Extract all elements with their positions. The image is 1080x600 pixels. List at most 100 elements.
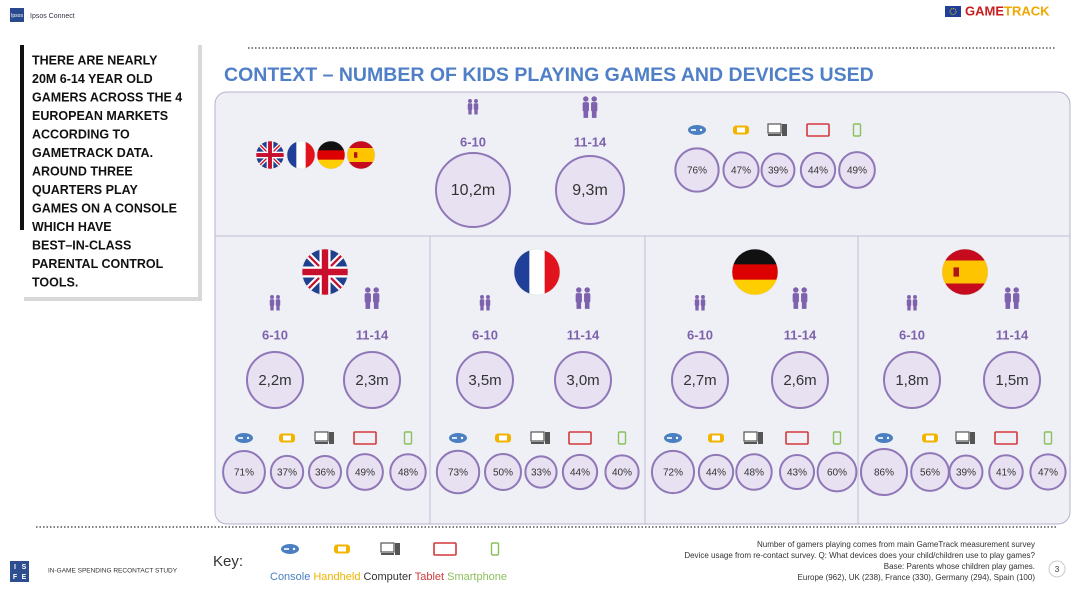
flag-band [287,141,297,169]
flag-emblem [354,152,358,158]
flag-body [732,249,778,295]
person-legs [913,305,917,311]
value-circle [307,454,343,490]
value-label: 48% [744,468,764,479]
flag-band [317,150,345,161]
value-label: 71% [234,468,254,479]
person-legs [793,301,799,309]
value-label: 3,5m [468,372,501,389]
person-body [575,293,582,303]
flag-rim [286,140,316,170]
flag-rim [255,140,285,170]
person-head [583,96,589,102]
age-label: 11-14 [356,327,389,342]
person-head [365,287,371,293]
value-label: 1,8m [895,372,928,389]
value-label: 36% [315,468,335,479]
value-circle [771,351,829,409]
flag-rim [316,140,346,170]
value-label: 10,2m [451,182,495,199]
person-legs [907,305,911,311]
value-label: 2,2m [258,372,291,389]
flag-rim [346,140,376,170]
value-label: 47% [1038,468,1058,479]
person-head [793,287,799,293]
console-icon [281,544,299,554]
handheld-screen [926,435,934,441]
value-circle [604,454,640,490]
handheld-screen [712,435,720,441]
value-label: 37% [277,468,297,479]
flag-band [732,249,778,265]
flag-band [942,260,988,284]
handheld-screen [338,546,346,552]
console-dpad [238,437,243,439]
person-legs [591,110,597,118]
person-body [269,299,275,306]
person-body [485,299,491,306]
value-label: 9,3m [572,182,608,199]
flag-rim [513,248,561,296]
person-legs [584,301,590,309]
computer-screen [955,431,970,442]
age-label: 11-14 [996,327,1029,342]
computer-tower [395,543,400,555]
tablet-icon [353,431,377,445]
console-button [460,436,464,440]
computer-base [956,442,969,444]
sidebar-bar [20,45,24,230]
value-circle [988,454,1024,490]
value-circle [799,151,837,189]
person-head [576,287,582,293]
computer-screen [530,431,545,442]
page-number: 3 [1055,565,1060,574]
person-head [801,287,807,293]
value-label: 56% [920,468,940,479]
value-circle [343,351,401,409]
tablet-icon [433,542,457,556]
value-label: 73% [448,468,468,479]
tablet-icon [806,123,830,137]
flag-emblem [953,267,960,277]
age-label: 6-10 [460,134,486,149]
person-body [591,102,598,112]
person-head [907,295,911,299]
key-item: Tablet [415,571,444,583]
value-circle [735,453,773,491]
value-circle [671,351,729,409]
person-head [486,295,490,299]
handheld-screen [283,435,291,441]
smartphone-icon [1043,431,1053,445]
isfe-logo [10,561,29,582]
value-label: 2,3m [355,372,388,389]
flag-rim [301,248,349,296]
key-items: Console Handheld Computer Tablet Smartphone [270,571,507,583]
key-label: Key: [213,553,243,570]
person-body [473,103,479,110]
value-circle [838,151,876,189]
flag-band [732,264,778,281]
person-body [801,293,808,303]
person-body [906,299,912,306]
flag-uk [301,248,349,296]
flag-rim [731,248,779,296]
person-legs [480,305,484,311]
value-circle [554,351,612,409]
age-label: 6-10 [687,327,713,342]
tablet-icon [785,431,809,445]
age-label: 6-10 [899,327,925,342]
key-item: Smartphone [447,571,507,583]
console-icon [688,125,706,135]
footnote: Europe (962), UK (238), France (330), Ge… [798,573,1036,582]
age-label: 6-10 [472,327,498,342]
age-label: 11-14 [574,134,607,149]
value-circle [346,453,384,491]
value-label: 3,0m [566,372,599,389]
person-legs [576,301,582,309]
flag-body [287,141,315,169]
flag-rim [941,248,989,296]
flag-fr [286,140,316,170]
console-icon [664,433,682,443]
person-head [480,295,484,299]
sidebar-line: BEST–IN-CLASS [32,238,131,252]
